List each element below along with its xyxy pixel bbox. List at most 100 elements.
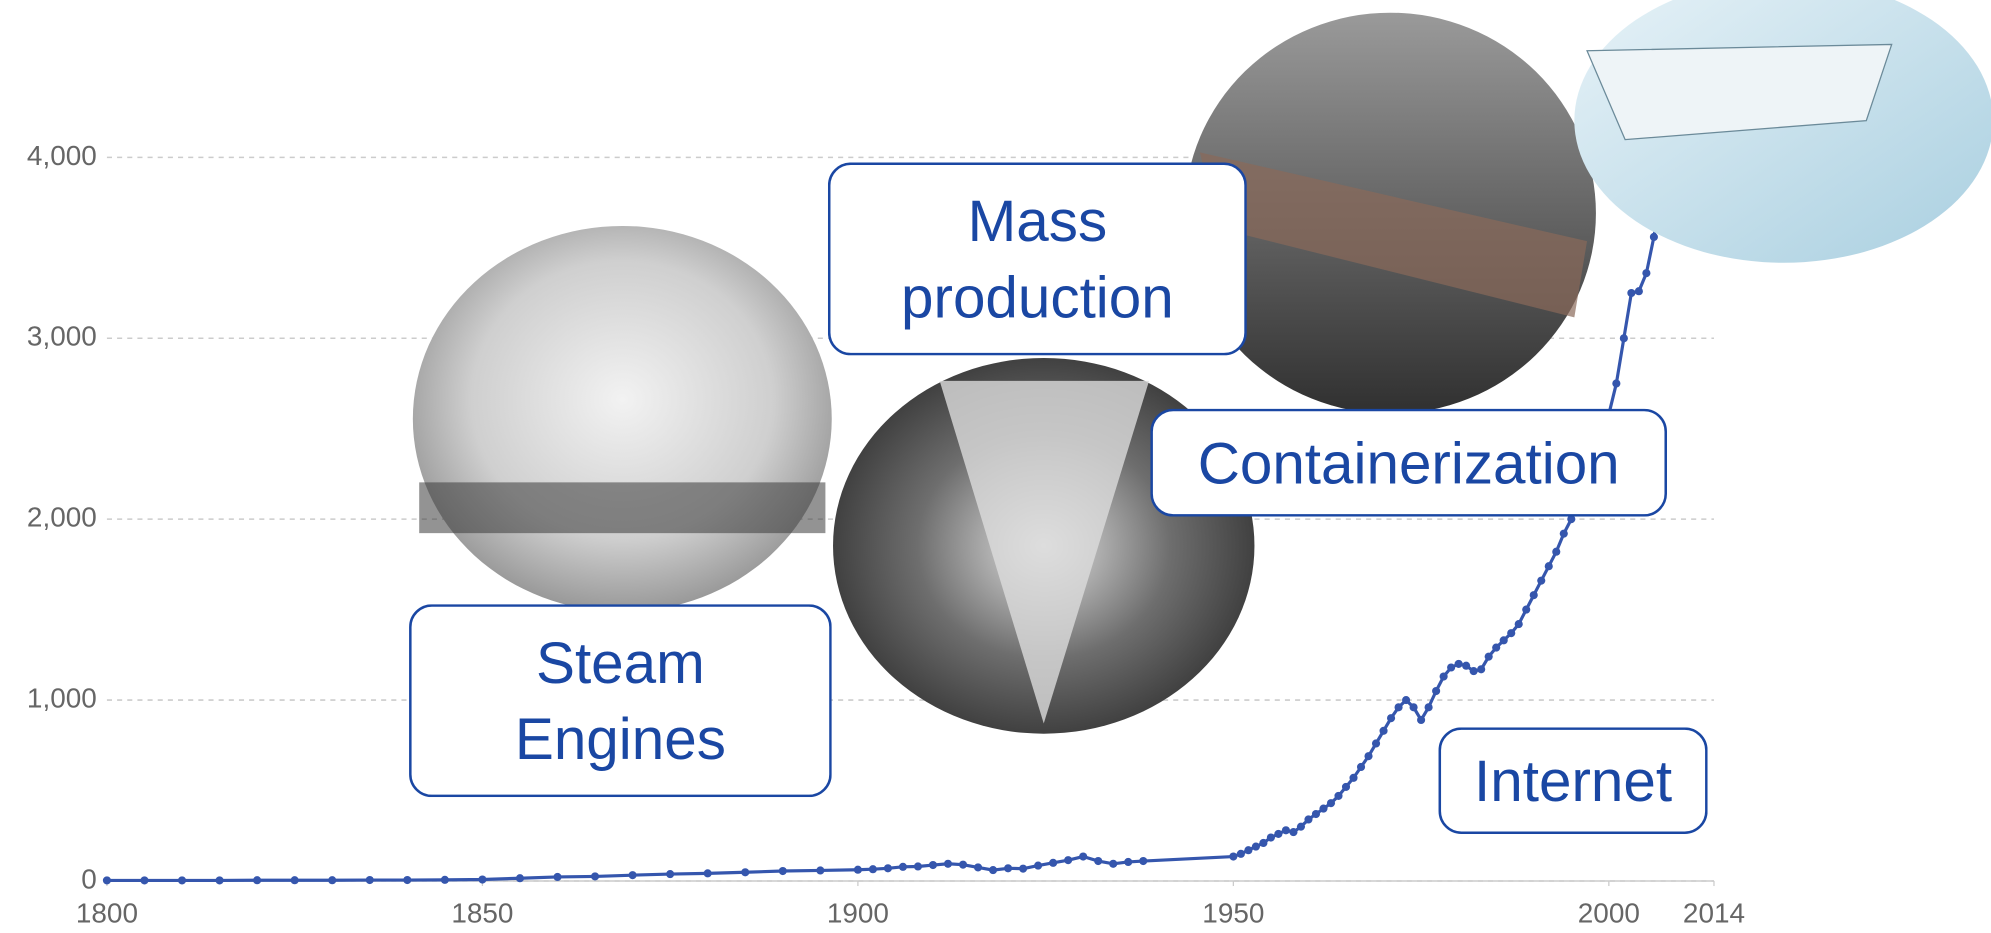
- annotation-mass-production: Mass production: [828, 162, 1247, 355]
- data-point: [1259, 839, 1267, 847]
- data-point: [1267, 833, 1275, 841]
- data-point: [1319, 805, 1327, 813]
- data-point: [553, 873, 561, 881]
- data-point: [884, 864, 892, 872]
- chart: 0 1,000 2,000 3,000 4,000 1800 1850 1900 1950 200…: [0, 0, 1991, 933]
- data-point: [1109, 860, 1117, 868]
- data-point: [929, 861, 937, 869]
- data-point: [1447, 663, 1455, 671]
- data-point: [1410, 703, 1418, 711]
- data-point: [1552, 548, 1560, 556]
- data-point: [1304, 815, 1312, 823]
- data-point: [1642, 269, 1650, 277]
- data-point: [1402, 696, 1410, 704]
- y-tick-label: 2,000: [27, 502, 97, 533]
- data-point: [1252, 843, 1260, 851]
- data-point: [1455, 660, 1463, 668]
- data-point: [1357, 763, 1365, 771]
- data-point: [899, 863, 907, 871]
- data-point: [1387, 714, 1395, 722]
- annotation-text: Mass production: [828, 162, 1247, 355]
- y-tick-label: 0: [81, 863, 97, 894]
- data-point: [1379, 727, 1387, 735]
- data-point: [328, 876, 336, 884]
- data-point: [1492, 644, 1500, 652]
- data-point: [1334, 792, 1342, 800]
- annotation-text: Containerization: [1150, 409, 1667, 517]
- data-point: [1327, 799, 1335, 807]
- annotation-internet: Internet: [1439, 727, 1708, 834]
- data-point: [1229, 852, 1237, 860]
- data-point: [366, 876, 374, 884]
- data-point: [103, 876, 111, 884]
- data-point: [1470, 667, 1478, 675]
- x-tick-label: 1950: [1202, 898, 1264, 929]
- data-point: [441, 876, 449, 884]
- data-point: [741, 868, 749, 876]
- data-point: [1312, 810, 1320, 818]
- x-tick-label: 2000: [1578, 898, 1640, 929]
- data-point: [1477, 665, 1485, 673]
- data-point: [1485, 653, 1493, 661]
- data-point: [1079, 852, 1087, 860]
- data-point: [1364, 752, 1372, 760]
- data-point: [140, 876, 148, 884]
- data-point: [1297, 823, 1305, 831]
- data-point: [914, 862, 922, 870]
- x-tick-label: 1800: [76, 898, 138, 929]
- data-point: [704, 869, 712, 877]
- y-tick-label: 4,000: [27, 140, 97, 171]
- data-point: [1034, 862, 1042, 870]
- data-point: [869, 865, 877, 873]
- data-point: [1440, 672, 1448, 680]
- data-point: [1545, 562, 1553, 570]
- data-point: [178, 876, 186, 884]
- data-point: [1650, 233, 1658, 241]
- y-tick-label: 1,000: [27, 682, 97, 713]
- annotation-text: Steam Engines: [409, 604, 832, 797]
- data-point: [1530, 591, 1538, 599]
- data-point: [1139, 857, 1147, 865]
- x-tick-label: 1900: [827, 898, 889, 929]
- data-point: [1395, 703, 1403, 711]
- data-point: [1237, 850, 1245, 858]
- data-point: [1515, 620, 1523, 628]
- annotation-steam: Steam Engines: [409, 604, 832, 797]
- data-point: [1500, 636, 1508, 644]
- data-point: [291, 876, 299, 884]
- data-point: [1425, 703, 1433, 711]
- data-point: [1627, 289, 1635, 297]
- x-tick-label: 2014: [1683, 898, 1745, 929]
- data-point: [1537, 577, 1545, 585]
- data-point: [944, 860, 952, 868]
- data-point: [1244, 846, 1252, 854]
- data-point: [629, 871, 637, 879]
- data-point: [989, 866, 997, 874]
- steamship-hull: [419, 482, 825, 533]
- steamship-photo: [413, 226, 832, 612]
- data-point: [1462, 662, 1470, 670]
- x-tick-label: 1850: [451, 898, 513, 929]
- data-point: [1124, 858, 1132, 866]
- data-point: [478, 875, 486, 883]
- page: {"chart_data": {"type": "line", "color":…: [0, 0, 1991, 933]
- data-point: [1417, 716, 1425, 724]
- annotation-containerization: Containerization: [1150, 409, 1667, 517]
- annotation-text: Internet: [1439, 727, 1708, 834]
- data-point: [1349, 774, 1357, 782]
- data-point: [1612, 379, 1620, 387]
- data-point: [779, 867, 787, 875]
- data-point: [1372, 739, 1380, 747]
- data-point: [1289, 828, 1297, 836]
- data-point: [816, 866, 824, 874]
- y-tick-label: 3,000: [27, 321, 97, 352]
- data-point: [1064, 856, 1072, 864]
- data-point: [1635, 287, 1643, 295]
- data-point: [959, 861, 967, 869]
- data-point: [1274, 830, 1282, 838]
- data-point: [974, 863, 982, 871]
- data-point: [1049, 859, 1057, 867]
- data-point: [1342, 783, 1350, 791]
- data-point: [1094, 857, 1102, 865]
- data-point: [516, 874, 524, 882]
